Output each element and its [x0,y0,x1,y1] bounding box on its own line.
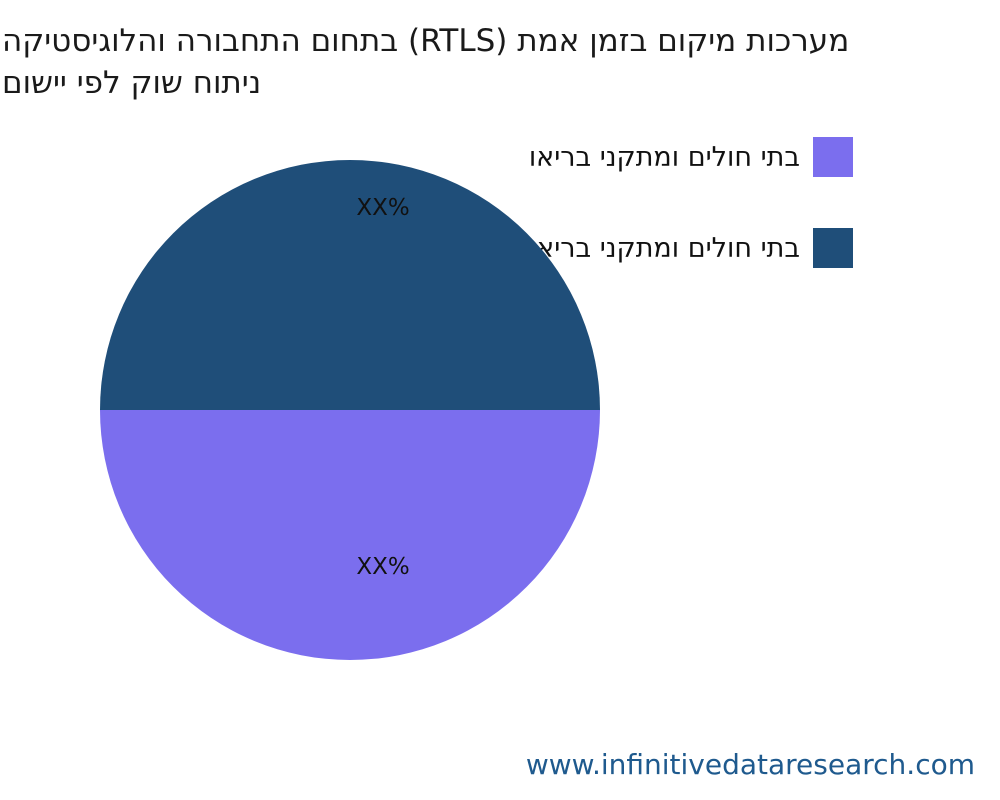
legend-entry-1: בתי חולים ומתקני בריאו [529,137,853,177]
legend-label-2: בתי חולים ומתקני בריאו [528,232,800,264]
legend-swatch-purple [813,137,853,177]
pie-slice-label-top: XX% [356,195,410,221]
chart-title: מערכות מיקום בזמן אמת (RTLS) בתחום התחבו… [2,20,998,104]
legend-label-1: בתי חולים ומתקני בריאו [528,141,800,173]
legend-swatch-navy [813,228,853,268]
pie-chart [100,160,600,660]
legend-entry-2: בתי חולים ומתקני בריאו [529,228,853,268]
chart-title-line1: מערכות מיקום בזמן אמת (RTLS) בתחום התחבו… [2,23,850,59]
website-link[interactable]: www.infinitivedataresearch.com [525,748,975,781]
chart-title-line2: ניתוח שוק לפי יישום [2,65,262,101]
pie-chart-area: XX% XX% [100,160,600,660]
pie-slice-label-bottom: XX% [356,554,410,580]
